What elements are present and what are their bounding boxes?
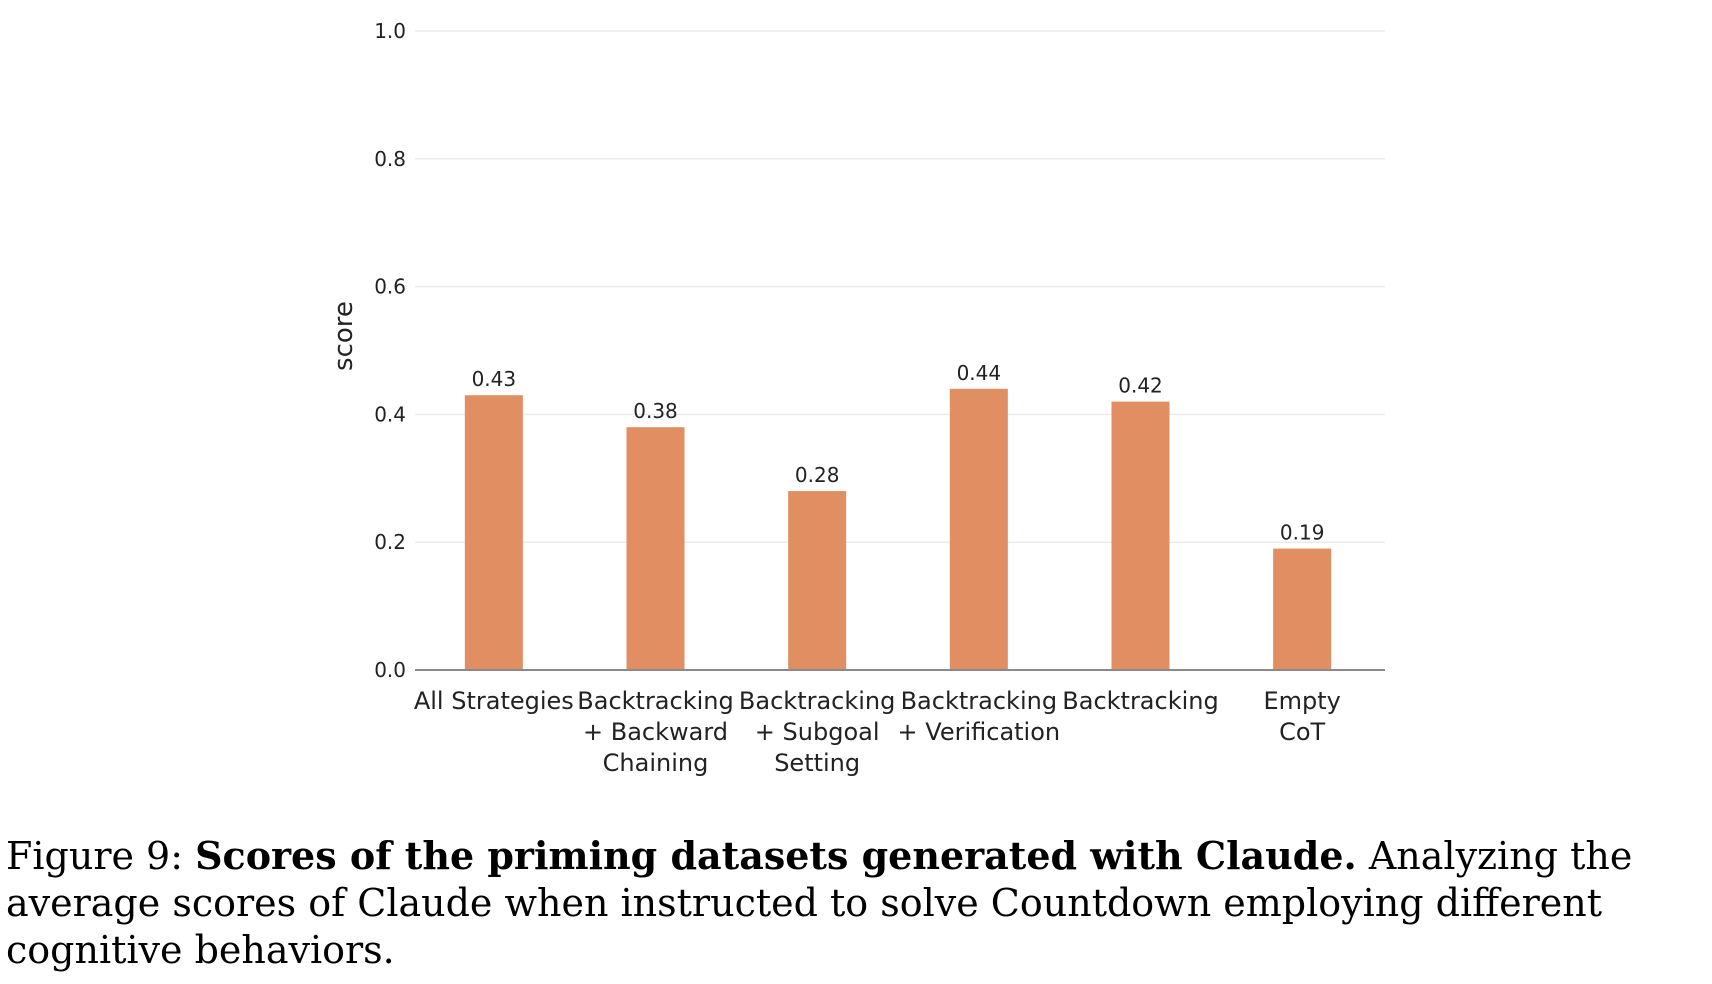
category-label: Setting — [774, 749, 860, 777]
bar — [626, 427, 685, 670]
category-label: + Subgoal — [755, 718, 880, 746]
bar-value-label: 0.38 — [633, 399, 678, 423]
bar-value-label: 0.28 — [795, 463, 840, 487]
y-axis-label: score — [329, 301, 359, 371]
bar — [1111, 401, 1170, 670]
x-axis-labels: All Strategies Backtracking+ BackwardChai… — [414, 687, 1341, 777]
y-tick-label: 0.6 — [374, 275, 406, 299]
category-label: Backtracking — [1062, 687, 1218, 715]
bar — [788, 491, 847, 670]
y-tick-label: 0.2 — [374, 530, 406, 554]
category-label: All Strategies — [414, 687, 574, 715]
y-tick-label: 0.0 — [374, 658, 406, 682]
bar-value-label: 0.19 — [1280, 521, 1325, 545]
caption-text: Analyzing the average scores of Claude w… — [6, 834, 1633, 972]
category-label: Backtracking — [577, 687, 733, 715]
y-tick-label: 1.0 — [374, 19, 406, 43]
value-labels: 0.43 0.38 0.28 0.44 0.42 0.19 — [472, 361, 1325, 545]
caption-bold: Scores of the priming datasets generated… — [195, 833, 1357, 878]
y-axis-ticks: 0.0 0.2 0.4 0.6 0.8 1.0 — [374, 19, 406, 682]
y-tick-label: 0.8 — [374, 147, 406, 171]
bar — [949, 388, 1008, 670]
category-label: Backtracking — [901, 687, 1057, 715]
grid-lines — [415, 30, 1385, 543]
bar — [464, 395, 523, 670]
bar-value-label: 0.43 — [472, 367, 517, 391]
bar-value-label: 0.42 — [1118, 374, 1163, 398]
figure-caption: Figure 9: Scores of the priming datasets… — [6, 832, 1706, 974]
category-label: Backtracking — [739, 687, 895, 715]
y-tick-label: 0.4 — [374, 402, 406, 426]
category-label: + Verification — [898, 718, 1061, 746]
bars — [464, 388, 1332, 670]
category-label: + Backward — [583, 718, 728, 746]
category-label: CoT — [1279, 718, 1325, 746]
bar — [1273, 548, 1332, 670]
category-label: Chaining — [603, 749, 709, 777]
category-label: Empty — [1263, 687, 1340, 715]
caption-prefix: Figure 9: — [6, 834, 196, 878]
bar-chart: 0.00.20.40.60.81.0 0.430.380.280.440.420… — [329, 19, 1385, 777]
bar-value-label: 0.44 — [957, 361, 1002, 385]
